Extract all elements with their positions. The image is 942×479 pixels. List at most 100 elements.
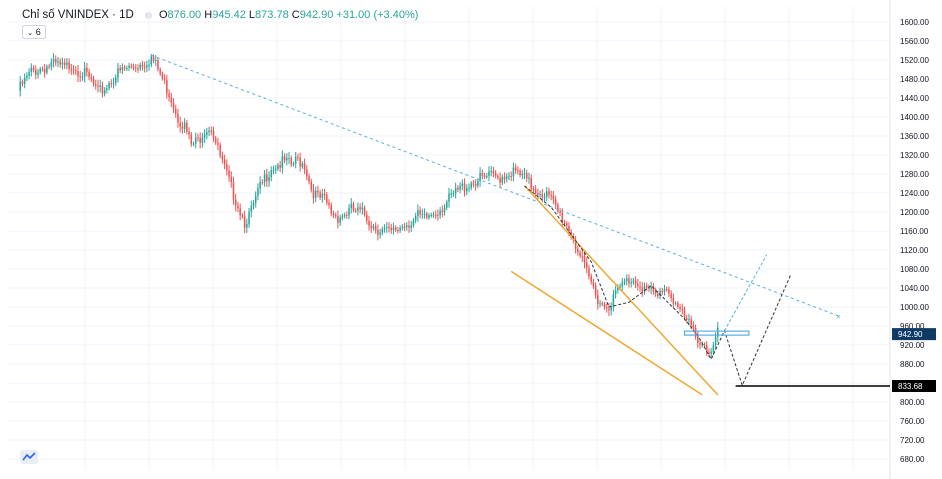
projection-blue bbox=[724, 254, 768, 331]
y-tick-label: 960.00 bbox=[900, 322, 925, 331]
candle-body bbox=[197, 137, 199, 139]
candle-body bbox=[203, 134, 206, 138]
candle-body bbox=[712, 345, 715, 352]
candle-body bbox=[208, 130, 210, 133]
candle-body bbox=[48, 66, 50, 68]
y-tick-label: 1520.00 bbox=[900, 56, 929, 65]
candle-body bbox=[632, 280, 635, 283]
y-tick-label: 1400.00 bbox=[900, 113, 929, 122]
candle-body bbox=[106, 88, 108, 91]
candle-body bbox=[54, 58, 57, 63]
candle-body bbox=[201, 137, 204, 143]
candle-body bbox=[559, 211, 561, 213]
candle-body bbox=[461, 183, 464, 186]
candle-body bbox=[301, 163, 304, 167]
candle-body bbox=[59, 61, 61, 65]
candle-body bbox=[419, 210, 421, 215]
y-tick-label: 680.00 bbox=[900, 455, 925, 464]
candle-body bbox=[628, 278, 630, 284]
candle-body bbox=[330, 205, 333, 214]
candle-body bbox=[114, 77, 117, 83]
candle-body bbox=[472, 183, 475, 185]
candle-body bbox=[541, 194, 544, 198]
candle-body bbox=[86, 67, 88, 72]
candle-body bbox=[454, 187, 457, 194]
candle-body bbox=[639, 285, 641, 288]
candle-body bbox=[252, 203, 255, 207]
candle-body bbox=[92, 78, 95, 84]
candle-body bbox=[239, 208, 241, 216]
candle-body bbox=[381, 229, 384, 233]
candle-body bbox=[150, 56, 153, 65]
indicator-toggle-button[interactable]: ⌄ 6 bbox=[22, 25, 46, 39]
candle-body bbox=[183, 122, 186, 129]
candle-body bbox=[361, 207, 364, 210]
candle-body bbox=[590, 276, 592, 283]
candle-body bbox=[126, 67, 128, 69]
candle-body bbox=[372, 226, 375, 229]
candle-body bbox=[50, 61, 53, 67]
candle-body bbox=[177, 113, 179, 123]
candle-body bbox=[134, 67, 137, 69]
candle-body bbox=[517, 170, 519, 172]
candle-body bbox=[194, 137, 197, 144]
tradingview-logo-icon[interactable] bbox=[20, 450, 38, 464]
candle-body bbox=[283, 156, 286, 161]
candle-body bbox=[397, 230, 399, 232]
candle-body bbox=[608, 308, 610, 311]
candle-body bbox=[534, 189, 537, 194]
candle-body bbox=[492, 171, 495, 173]
candle-body bbox=[66, 62, 68, 65]
candle-body bbox=[37, 72, 39, 75]
candle-body bbox=[170, 97, 173, 103]
candle-body bbox=[123, 67, 126, 69]
candle-body bbox=[132, 66, 135, 68]
candle-body bbox=[79, 76, 81, 78]
candle-body bbox=[594, 285, 597, 296]
candle-body bbox=[192, 143, 195, 145]
candle-body bbox=[617, 287, 619, 291]
candle-body bbox=[637, 283, 639, 286]
candle-body bbox=[303, 163, 306, 170]
candle-body bbox=[681, 309, 684, 311]
candle-body bbox=[261, 181, 264, 183]
candle-body bbox=[341, 216, 344, 218]
candle-body bbox=[270, 170, 273, 178]
candle-body bbox=[677, 303, 679, 307]
candle-body bbox=[465, 187, 468, 192]
candle-body bbox=[41, 68, 44, 70]
candle-body bbox=[101, 85, 104, 94]
candle-body bbox=[648, 287, 650, 289]
candle-body bbox=[228, 170, 230, 177]
candle-body bbox=[494, 172, 497, 176]
candle-body bbox=[121, 67, 124, 71]
support-price-label: 833.68 bbox=[898, 382, 923, 391]
candle-body bbox=[363, 207, 366, 215]
candle-body bbox=[168, 93, 170, 98]
candle-body bbox=[226, 164, 228, 171]
candle-body bbox=[581, 256, 584, 258]
candle-body bbox=[445, 201, 448, 208]
candle-body bbox=[117, 68, 119, 78]
y-tick-label: 1320.00 bbox=[900, 151, 929, 160]
candle-body bbox=[390, 227, 393, 231]
candle-body bbox=[579, 252, 581, 257]
candle-body bbox=[274, 168, 277, 170]
candle-body bbox=[128, 65, 130, 68]
candle-body bbox=[359, 207, 361, 210]
candle-body bbox=[430, 215, 432, 217]
candle-body bbox=[250, 206, 253, 212]
candle-body bbox=[319, 192, 321, 198]
candle-body bbox=[312, 189, 315, 198]
candle-body bbox=[368, 220, 370, 226]
candle-body bbox=[528, 177, 530, 179]
candle-body bbox=[272, 169, 275, 171]
candle-body bbox=[694, 327, 697, 337]
candle-body bbox=[710, 351, 712, 354]
candle-body bbox=[46, 66, 48, 73]
candle-body bbox=[437, 214, 439, 216]
candle-body bbox=[481, 172, 484, 176]
candle-body bbox=[685, 317, 688, 321]
resistance-box bbox=[683, 330, 750, 336]
